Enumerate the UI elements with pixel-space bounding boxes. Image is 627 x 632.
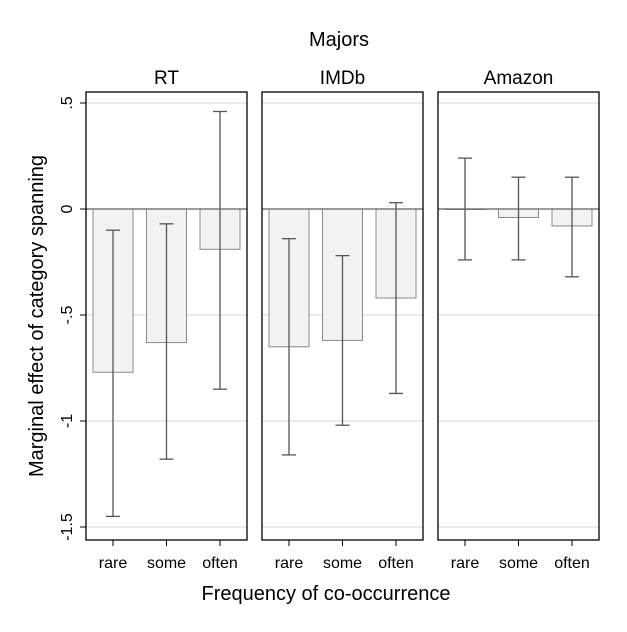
panel-frame xyxy=(261,91,424,541)
x-tick-label: some xyxy=(499,555,538,572)
x-tick-label: some xyxy=(323,555,362,572)
x-tick-label: some xyxy=(147,555,186,572)
chart-title: Majors xyxy=(309,29,369,51)
x-tick-label: rare xyxy=(275,555,304,572)
panel-frame xyxy=(85,91,248,541)
y-tick-label: -.5 xyxy=(59,306,76,325)
y-tick-label: -1 xyxy=(59,414,76,428)
x-axis-label: Frequency of co-occurrence xyxy=(201,583,450,605)
panel-title: IMDb xyxy=(320,68,365,89)
x-tick-label: rare xyxy=(451,555,480,572)
panel-frame xyxy=(437,91,600,541)
y-tick-label: .5 xyxy=(59,96,76,109)
x-tick-label: often xyxy=(554,555,590,572)
x-tick-label: often xyxy=(202,555,238,572)
panel-title: Amazon xyxy=(484,68,554,89)
y-axis-label: Marginal effect of category spanning xyxy=(26,155,48,477)
x-tick-label: rare xyxy=(99,555,128,572)
y-tick-label: 0 xyxy=(59,204,76,213)
y-tick-label: -1.5 xyxy=(59,513,76,541)
x-tick-label: often xyxy=(378,555,414,572)
panel-title: RT xyxy=(154,68,179,89)
